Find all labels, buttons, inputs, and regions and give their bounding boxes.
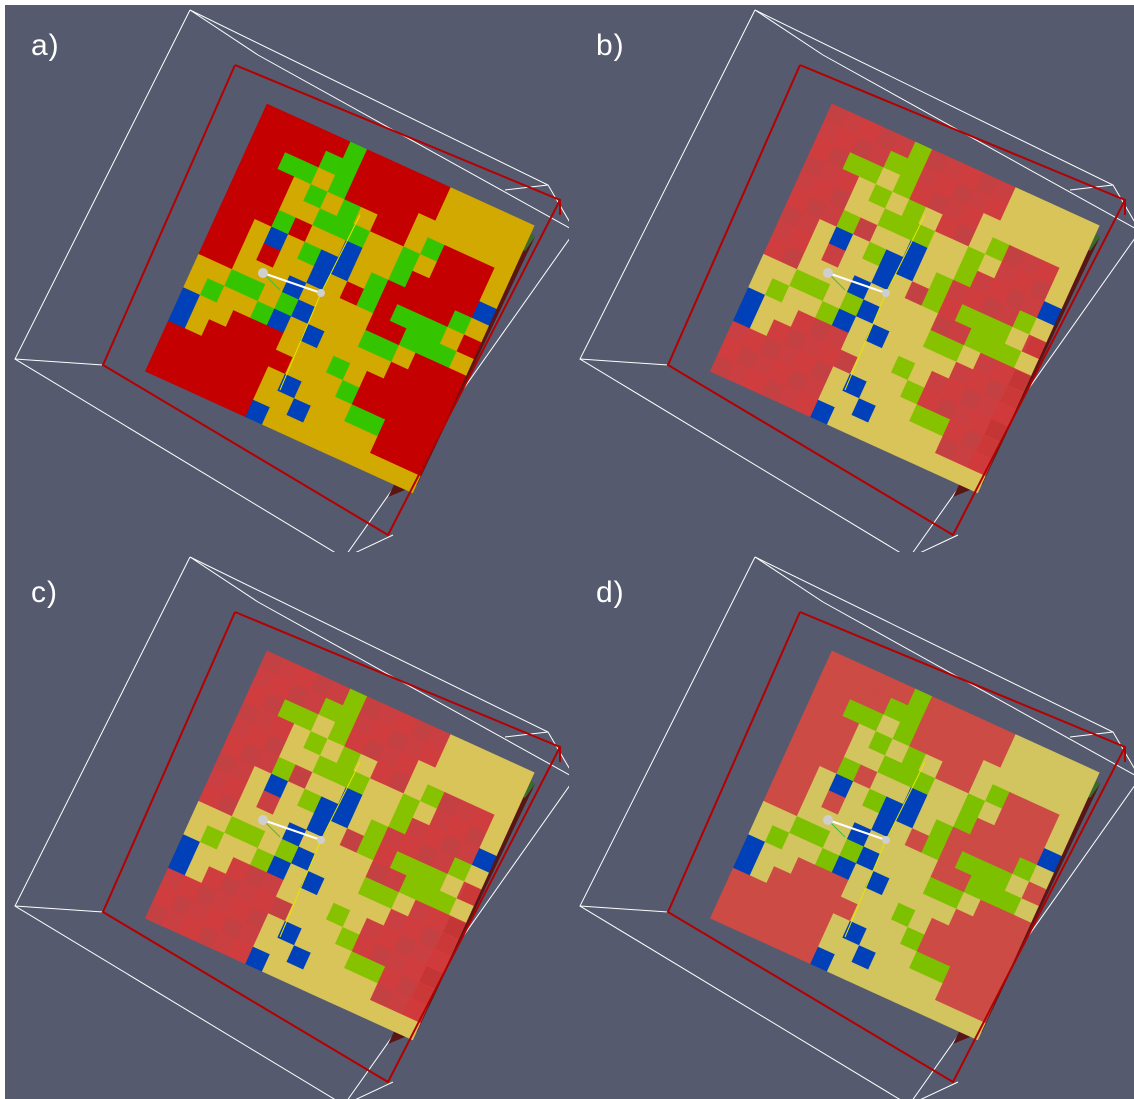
panel-label: c) — [31, 576, 58, 609]
axis-widget[interactable] — [258, 761, 361, 938]
voxel — [960, 1015, 986, 1041]
voxel — [960, 468, 986, 494]
axis-widget[interactable] — [823, 761, 926, 938]
voxel-render[interactable] — [570, 552, 1134, 1099]
inner-red-box — [101, 64, 562, 537]
voxel-grid — [145, 103, 535, 494]
voxel-grid — [710, 103, 1100, 494]
voxel-grid — [710, 650, 1100, 1041]
voxel-render[interactable] — [5, 552, 569, 1099]
panel-d[interactable]: d) — [570, 552, 1134, 1099]
panel-label: d) — [596, 576, 625, 609]
inner-red-box — [666, 611, 1127, 1084]
voxel — [395, 468, 421, 494]
voxel-render[interactable] — [570, 5, 1134, 552]
voxel-grid — [145, 650, 535, 1041]
inner-red-box — [101, 611, 562, 1084]
inner-red-box — [666, 64, 1127, 537]
axis-widget[interactable] — [823, 214, 926, 391]
viewport[interactable]: a) b) c) d) — [5, 5, 1134, 1099]
voxel — [395, 1015, 421, 1041]
axis-widget[interactable] — [258, 214, 361, 391]
panel-label: b) — [596, 29, 625, 62]
panel-c[interactable]: c) — [5, 552, 569, 1099]
panel-label: a) — [31, 29, 60, 62]
panel-a[interactable]: a) — [5, 5, 569, 552]
panel-b[interactable]: b) — [570, 5, 1134, 552]
voxel-render[interactable] — [5, 5, 569, 552]
